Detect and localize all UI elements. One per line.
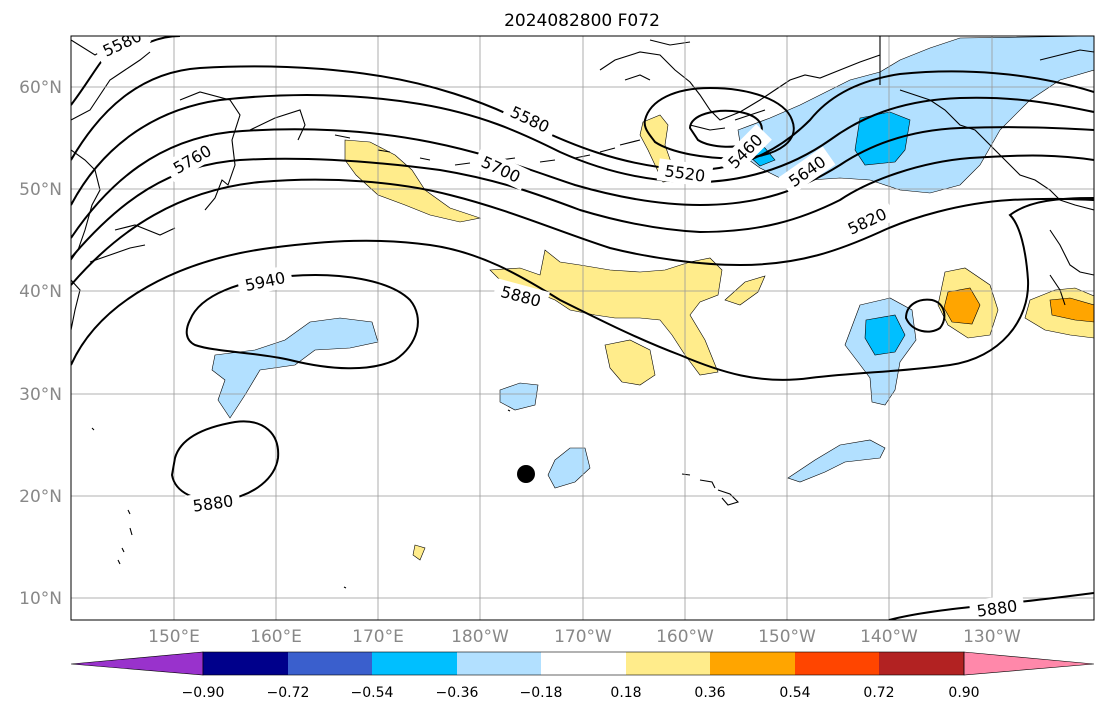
contour-5820 bbox=[71, 178, 1094, 286]
coast-aleutians bbox=[334, 134, 641, 166]
shade-blue-east bbox=[864, 314, 906, 356]
contour-label-5880-se: 5880 bbox=[976, 596, 1019, 620]
shade-yellow-nw bbox=[344, 139, 482, 223]
colorbar-tick-label: −0.18 bbox=[520, 685, 563, 701]
shade-orange-east bbox=[943, 287, 981, 325]
lon-tick-label: 170°W bbox=[554, 627, 612, 647]
colorbar-tick-label: −0.90 bbox=[182, 685, 225, 701]
lon-axis: 150°E 160°E 170°E 180°W 170°W 160°W 150°… bbox=[148, 627, 1021, 647]
lat-axis: 60°N 50°N 40°N 30°N 20°N 10°N bbox=[19, 78, 62, 609]
contour-5880-main bbox=[71, 197, 1094, 381]
colorbar-bin bbox=[203, 652, 288, 675]
lon-tick-label: 160°W bbox=[656, 627, 714, 647]
colorbar-tick-label: 0.90 bbox=[948, 685, 979, 701]
colorbar-bin bbox=[710, 652, 795, 675]
lon-tick-label: 130°W bbox=[963, 627, 1021, 647]
colorbar-tick-label: 0.72 bbox=[863, 685, 894, 701]
colorbar-tick-label: −0.72 bbox=[267, 685, 310, 701]
lon-tick-label: 170°E bbox=[352, 627, 404, 647]
colorbar-extend-low bbox=[70, 651, 204, 676]
lat-tick-label: 40°N bbox=[19, 282, 62, 302]
colorbar-bin bbox=[288, 652, 372, 675]
shade-orange-coast bbox=[1049, 297, 1094, 323]
shade-lightblue-s2 bbox=[547, 447, 591, 489]
contour-5700 bbox=[71, 154, 1094, 259]
contour-outer-1 bbox=[71, 65, 1094, 172]
lat-tick-label: 20°N bbox=[19, 487, 62, 507]
colorbar-extend-high bbox=[963, 651, 1095, 676]
colorbar-tick-label: −0.36 bbox=[436, 685, 479, 701]
colorbar-tick-label: 0.54 bbox=[779, 685, 810, 701]
location-marker bbox=[517, 465, 535, 483]
contour-labels: 5580 5760 5580 5700 5520 5460 5640 5820 … bbox=[92, 36, 1026, 620]
lat-tick-label: 60°N bbox=[19, 78, 62, 98]
colorbar-bin bbox=[879, 652, 964, 675]
contour-low-inner bbox=[688, 109, 763, 148]
height-contours bbox=[71, 36, 1094, 620]
colorbar-tick-label: 0.36 bbox=[694, 685, 725, 701]
coast-islands bbox=[91, 409, 511, 589]
contour-5760 bbox=[71, 126, 1094, 239]
colorbar-bin bbox=[795, 652, 879, 675]
graticule bbox=[71, 36, 1094, 620]
colorbar-tick-label: 0.18 bbox=[610, 685, 641, 701]
chart-title: 2024082800 F072 bbox=[504, 11, 660, 31]
colorbar-tick-label: −0.54 bbox=[351, 685, 394, 701]
contour-low-bering bbox=[643, 86, 795, 160]
shade-lightblue-west bbox=[211, 317, 379, 419]
lat-tick-label: 50°N bbox=[19, 180, 62, 200]
lat-tick-label: 30°N bbox=[19, 385, 62, 405]
lon-tick-label: 140°W bbox=[860, 627, 918, 647]
coast-hawaii bbox=[681, 473, 740, 506]
lon-tick-label: 180°W bbox=[451, 627, 509, 647]
colorbar-bin bbox=[541, 652, 626, 675]
colorbar-bin bbox=[626, 652, 710, 675]
shade-lightblue-s1 bbox=[499, 382, 539, 411]
shade-lightblue-s3 bbox=[787, 439, 886, 483]
shade-alaska-blue bbox=[854, 111, 911, 166]
shade-yellow-small1 bbox=[604, 339, 656, 386]
contour-5580 bbox=[71, 94, 1094, 206]
shade-yellow-small2 bbox=[724, 275, 766, 306]
lon-tick-label: 160°E bbox=[250, 627, 302, 647]
colorbar: −0.90 −0.72 −0.54 −0.36 −0.18 0.18 0.36 … bbox=[70, 651, 1095, 701]
colorbar-frame bbox=[202, 651, 965, 676]
lon-tick-label: 150°W bbox=[758, 627, 816, 647]
colorbar-bin bbox=[457, 652, 541, 675]
shade-yellow-tiny bbox=[412, 544, 426, 561]
contour-low-east bbox=[904, 298, 946, 333]
colorbar-bin bbox=[372, 652, 457, 675]
map-border bbox=[70, 35, 1095, 621]
lon-tick-label: 150°E bbox=[148, 627, 200, 647]
lat-tick-label: 10°N bbox=[19, 589, 62, 609]
